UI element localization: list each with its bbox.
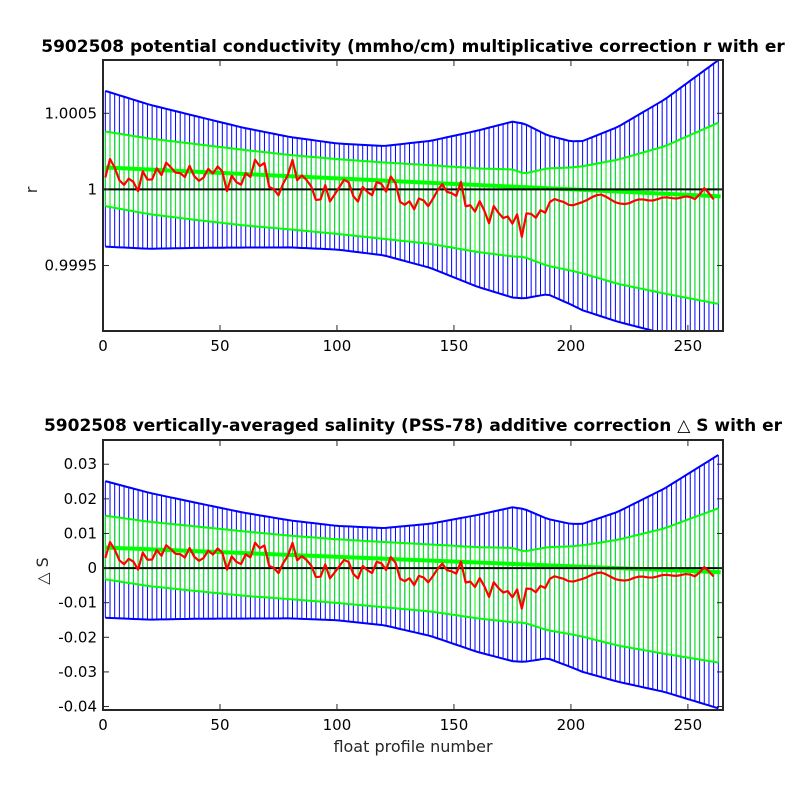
correction-series-line bbox=[104, 540, 715, 610]
x-tick-label: 50 bbox=[210, 716, 229, 734]
x-tick-label: 100 bbox=[323, 337, 352, 355]
inner-error-bars bbox=[104, 508, 719, 663]
x-tick-label: 150 bbox=[440, 337, 469, 355]
x-tick-label: 250 bbox=[674, 716, 703, 734]
plot-area bbox=[103, 60, 723, 331]
outer-lower-envelope bbox=[105, 245, 658, 331]
inner-error-bars bbox=[104, 122, 719, 304]
x-tick-label: 100 bbox=[323, 716, 352, 734]
inner-lower-envelope bbox=[105, 205, 719, 305]
x-tick-label: 200 bbox=[557, 716, 586, 734]
chart-title: 5902508 vertically-averaged salinity (PS… bbox=[44, 416, 783, 436]
fit-line bbox=[105, 165, 721, 199]
conductivity-correction-chart: 5902508 potential conductivity (mmho/cm)… bbox=[22, 37, 785, 355]
y-tick-label: -0.03 bbox=[58, 663, 97, 681]
x-tick-label: 0 bbox=[98, 716, 108, 734]
x-tick-label: 250 bbox=[674, 337, 703, 355]
x-tick-label: 0 bbox=[98, 337, 108, 355]
outer-upper-envelope bbox=[105, 454, 719, 529]
axes-box bbox=[102, 59, 724, 332]
plot-area bbox=[103, 454, 723, 710]
correction-series-line bbox=[104, 157, 715, 239]
y-tick-label: -0.02 bbox=[58, 628, 97, 646]
y-tick-label: 0 bbox=[87, 559, 97, 577]
y-tick-label: 1 bbox=[87, 180, 97, 198]
y-tick-label: -0.04 bbox=[58, 698, 97, 716]
y-axis-label: r bbox=[22, 186, 41, 193]
outer-lower-envelope bbox=[105, 616, 719, 710]
inner-lower-envelope bbox=[105, 578, 719, 664]
y-tick-label: 0.9995 bbox=[45, 257, 98, 275]
x-tick-label: 50 bbox=[210, 337, 229, 355]
inner-upper-envelope bbox=[105, 121, 719, 175]
outer-upper-envelope bbox=[105, 60, 719, 147]
x-tick-label: 150 bbox=[440, 716, 469, 734]
x-tick-label: 200 bbox=[557, 337, 586, 355]
y-tick-label: 0.03 bbox=[64, 455, 97, 473]
y-axis-label: △ S bbox=[33, 557, 52, 585]
y-tick-label: 0.01 bbox=[64, 524, 97, 542]
y-tick-label: -0.01 bbox=[58, 594, 97, 612]
y-tick-label: 1.0005 bbox=[45, 104, 98, 122]
chart-title: 5902508 potential conductivity (mmho/cm)… bbox=[41, 37, 785, 57]
inner-upper-envelope bbox=[105, 507, 719, 553]
axes-box bbox=[102, 439, 724, 711]
x-axis-label: float profile number bbox=[333, 737, 493, 756]
salinity-correction-chart: 5902508 vertically-averaged salinity (PS… bbox=[33, 416, 783, 756]
y-tick-label: 0.02 bbox=[64, 490, 97, 508]
